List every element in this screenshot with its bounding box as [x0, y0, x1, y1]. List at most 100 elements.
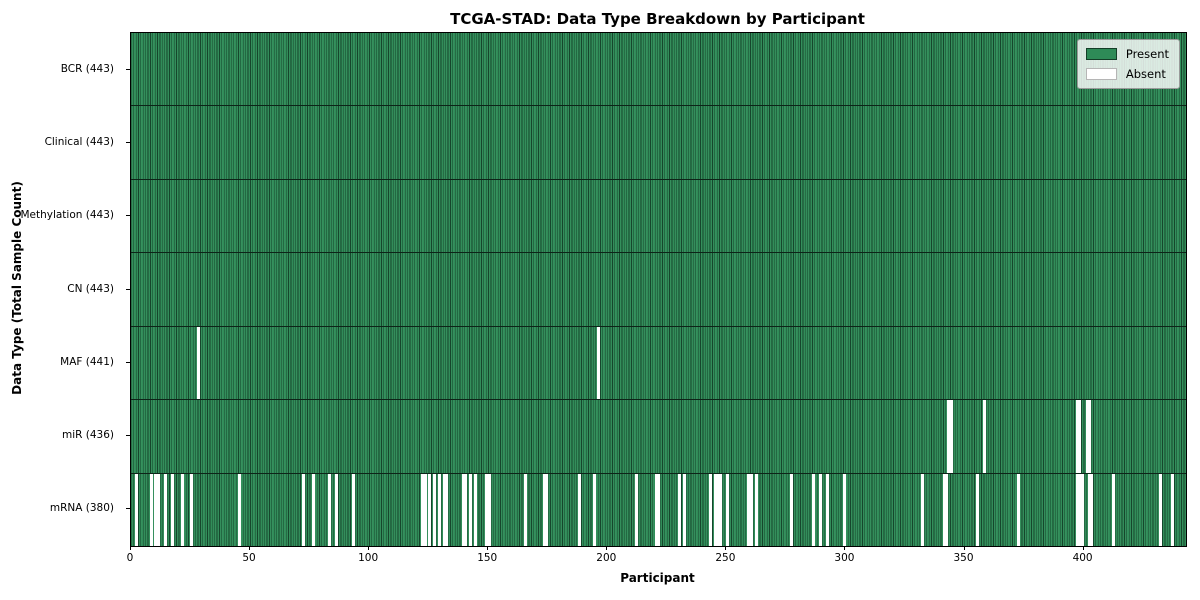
absent-cell [433, 473, 437, 546]
y-tick-mark [126, 68, 130, 70]
x-tick-label-100: 100 [358, 552, 379, 564]
y-tick-mark [126, 435, 130, 437]
heatmap-row-mrna [131, 473, 1186, 546]
absent-cell [947, 400, 951, 473]
absent-cell [328, 473, 332, 546]
absent-cell [523, 473, 527, 546]
absent-cell [1111, 473, 1115, 546]
x-tick-label-0: 0 [126, 552, 134, 564]
absent-cell [725, 473, 729, 546]
x-tick-label-400: 400 [1072, 552, 1093, 564]
absent-cell [1171, 473, 1175, 546]
absent-cell [1078, 473, 1082, 546]
absent-cell [163, 473, 167, 546]
absent-cell [709, 473, 713, 546]
absent-cell [473, 473, 477, 546]
absent-cell [842, 473, 846, 546]
absent-cell [1078, 400, 1082, 473]
absent-cell [656, 473, 660, 546]
absent-cell [135, 473, 139, 546]
absent-cell [485, 473, 489, 546]
heatmap-row-clinical [131, 106, 1186, 180]
absent-cell [437, 473, 441, 546]
absent-cell [1076, 400, 1080, 473]
absent-cell [718, 473, 722, 546]
x-tick-mark [606, 546, 608, 550]
absent-cell [678, 473, 682, 546]
absent-cell [578, 473, 582, 546]
x-axis-tick-area: 0 50 100 150 200 250 300 350 400 [126, 546, 1185, 568]
absent-cell [428, 473, 432, 546]
x-tick-label-250: 250 [715, 552, 736, 564]
absent-cell [468, 473, 472, 546]
absent-cell [683, 473, 687, 546]
y-tick-mark [126, 215, 130, 217]
y-tick-label-mrna: mRNA (380) [49, 502, 114, 515]
absent-cell [818, 473, 822, 546]
absent-cell [311, 473, 315, 546]
absent-cell [156, 473, 160, 546]
absent-cell [335, 473, 339, 546]
absent-cell [1087, 473, 1091, 546]
absent-cell [171, 473, 175, 546]
x-tick-mark [844, 546, 846, 550]
absent-cell [747, 473, 751, 546]
y-tick-mark [126, 288, 130, 290]
absent-cell [921, 473, 925, 546]
absent-cell [716, 473, 720, 546]
absent-cell [442, 473, 446, 546]
x-tick-label-200: 200 [596, 552, 617, 564]
legend-item-absent: Absent [1085, 67, 1169, 81]
y-tick-label-maf: MAF (441) [60, 355, 114, 368]
absent-cell [302, 473, 306, 546]
absent-cell [421, 473, 425, 546]
absent-cell [149, 473, 153, 546]
legend-label-absent: Absent [1125, 67, 1166, 81]
absent-cell [237, 473, 241, 546]
y-tick-label-bcr: BCR (443) [60, 62, 114, 75]
absent-cell [749, 473, 753, 546]
absent-cell [1080, 473, 1084, 546]
absent-cell [945, 473, 949, 546]
absent-cell [714, 473, 718, 546]
absent-cell [423, 473, 427, 546]
heatmap-rows [131, 33, 1186, 546]
absent-cell [190, 473, 194, 546]
absent-cell [976, 473, 980, 546]
x-tick-mark [725, 546, 727, 550]
absent-cell [544, 473, 548, 546]
absent-cell [654, 473, 658, 546]
y-tick-label-clinical: Clinical (443) [44, 135, 114, 148]
chart-title: TCGA-STAD: Data Type Breakdown by Partic… [450, 10, 865, 28]
absent-cell [542, 473, 546, 546]
x-tick-mark [1082, 546, 1084, 550]
absent-cell [949, 400, 953, 473]
absent-cell [154, 473, 158, 546]
y-tick-label-cn: CN (443) [67, 282, 114, 295]
absent-cell [487, 473, 491, 546]
absent-cell [461, 473, 465, 546]
heatmap-row-maf [131, 326, 1186, 401]
y-tick-label-methylation: Methylation (443) [20, 209, 114, 222]
x-tick-mark [487, 546, 489, 550]
heatmap-row-methylation [131, 179, 1186, 254]
x-tick-mark [368, 546, 370, 550]
absent-cell [1085, 400, 1089, 473]
x-tick-mark [130, 546, 131, 550]
absent-cell [754, 473, 758, 546]
absent-cell [1076, 473, 1080, 546]
absent-cell [983, 400, 987, 473]
x-tick-label-150: 150 [477, 552, 498, 564]
y-tick-label-mir: miR (436) [61, 429, 114, 442]
heatmap-row-bcr [131, 33, 1186, 107]
absent-cell [180, 473, 184, 546]
absent-cell [811, 473, 815, 546]
x-axis-label: Participant [620, 571, 695, 585]
absent-cell [826, 473, 829, 546]
legend: Present Absent [1076, 39, 1180, 89]
y-axis-tick-labels: BCR (443) Clinical (443) Methylation (443)… [0, 32, 122, 545]
absent-cell [1159, 473, 1163, 546]
absent-cell [197, 326, 201, 400]
y-tick-mark [126, 361, 130, 363]
legend-label-present: Present [1125, 47, 1169, 61]
